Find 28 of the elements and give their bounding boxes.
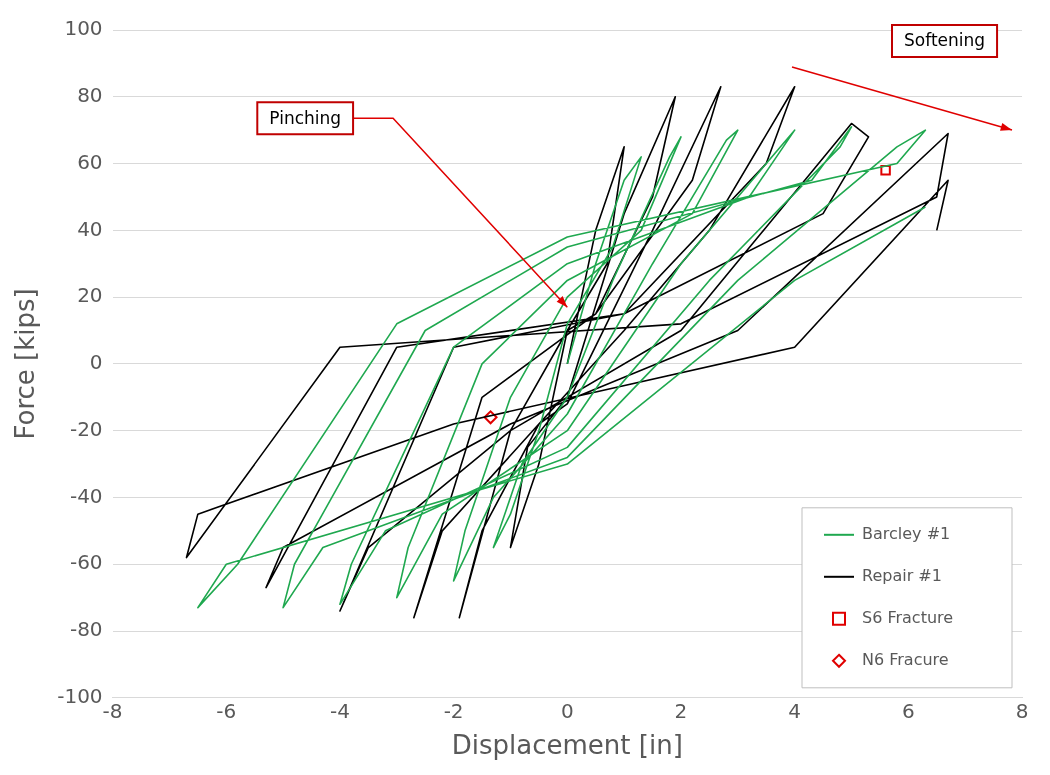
- y-tick-label: 80: [77, 82, 103, 107]
- legend-label: Repair #1: [862, 565, 942, 585]
- y-tick-label: -40: [69, 483, 103, 508]
- annotation: Softening: [903, 30, 986, 51]
- legend-label: N6 Fracure: [862, 649, 949, 669]
- x-tick-label: 8: [1015, 699, 1029, 723]
- x-tick-label: -8: [102, 699, 123, 723]
- y-axis-title: Force [kips]: [10, 288, 41, 440]
- y-tick-label: 0: [89, 350, 103, 375]
- x-tick-label: 0: [560, 699, 574, 723]
- x-tick-label: -4: [329, 699, 350, 723]
- legend-label: S6 Fracture: [862, 607, 954, 627]
- x-tick-label: 4: [788, 699, 802, 723]
- x-tick-label: 6: [901, 699, 915, 723]
- legend-label: Barcley #1: [862, 523, 951, 543]
- x-tick-label: -2: [443, 699, 464, 723]
- y-tick-label: -100: [57, 684, 103, 708]
- y-tick-label: 40: [77, 216, 103, 241]
- y-tick-label: -20: [69, 416, 103, 441]
- y-tick-label: 100: [64, 16, 103, 41]
- y-tick-label: 20: [77, 283, 103, 308]
- y-tick-label: 60: [77, 149, 103, 174]
- x-tick-label: 2: [674, 699, 688, 723]
- y-tick-label: -60: [69, 550, 103, 575]
- x-tick-label: -6: [216, 699, 237, 723]
- y-tick-label: -80: [69, 617, 103, 642]
- annotation: Pinching: [269, 107, 342, 128]
- x-axis-title: Displacement [in]: [451, 730, 683, 761]
